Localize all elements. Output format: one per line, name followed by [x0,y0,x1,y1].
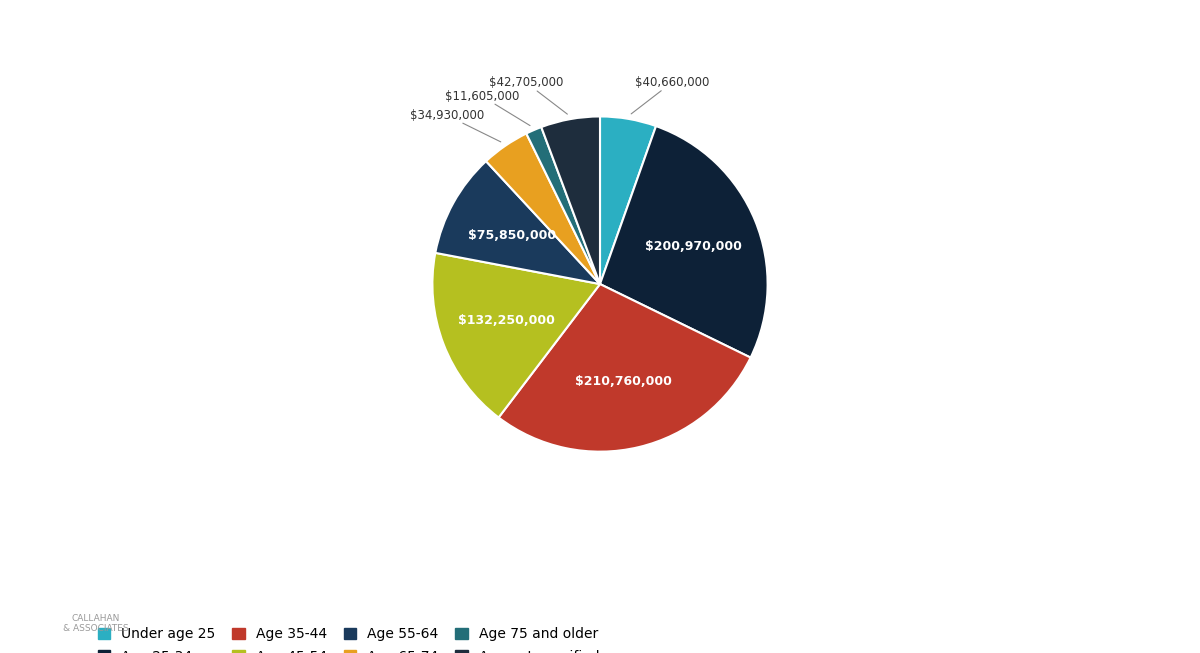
Text: CALLAHAN
& ASSOCIATES: CALLAHAN & ASSOCIATES [64,614,128,633]
Wedge shape [432,253,600,417]
Wedge shape [486,133,600,284]
Text: $11,605,000: $11,605,000 [445,89,530,125]
Text: $200,970,000: $200,970,000 [644,240,742,253]
Wedge shape [527,127,600,284]
Text: $34,930,000: $34,930,000 [410,109,500,142]
Wedge shape [541,116,600,284]
Text: $132,250,000: $132,250,000 [457,313,554,326]
Text: $75,850,000: $75,850,000 [468,229,556,242]
Legend: Under age 25, Age 25-34, Age 35-44, Age 45-54, Age 55-64, Age 65-74, Age 75 and : Under age 25, Age 25-34, Age 35-44, Age … [92,622,605,653]
Text: $210,760,000: $210,760,000 [575,375,672,389]
Wedge shape [600,116,656,284]
Wedge shape [499,284,751,452]
Wedge shape [600,126,768,358]
Text: $42,705,000: $42,705,000 [490,76,568,114]
Text: $40,660,000: $40,660,000 [631,76,709,114]
Wedge shape [436,161,600,284]
